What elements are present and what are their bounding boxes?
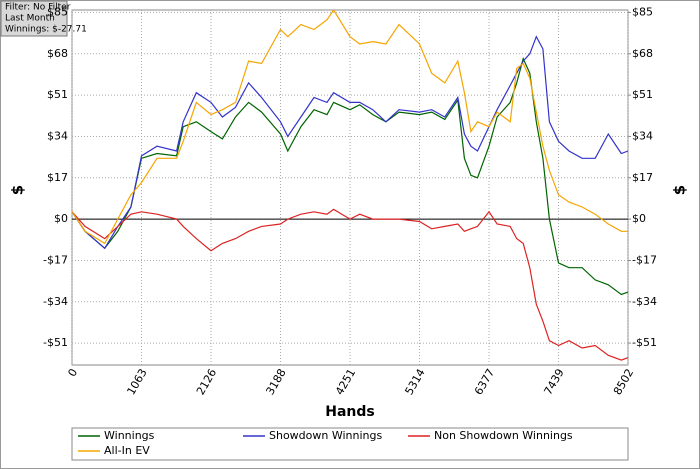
y-tick-label: $34: [47, 129, 68, 142]
y2-tick-label: $0: [632, 212, 646, 225]
y2-tick-label: $17: [632, 171, 653, 184]
y-tick-label: -$51: [43, 336, 68, 349]
y-tick-label: $17: [47, 171, 68, 184]
x-axis-title: Hands: [325, 404, 375, 420]
y2-tick-label: -$34: [632, 295, 657, 308]
y-axis-title: $: [9, 185, 27, 195]
legend-label: Non Showdown Winnings: [434, 429, 573, 442]
y2-tick-label: $51: [632, 88, 653, 101]
series-line: [71, 35, 629, 250]
legend: [71, 427, 629, 461]
y-tick-label: -$34: [43, 295, 68, 308]
legend-label: All-In EV: [104, 444, 150, 457]
y-tick-label: -$17: [43, 253, 68, 266]
y2-tick-label: -$51: [632, 336, 657, 349]
y2-axis-title: $: [671, 185, 689, 195]
legend-label: Showdown Winnings: [269, 429, 383, 442]
y2-tick-label: $68: [632, 47, 653, 60]
legend-label: Winnings: [104, 429, 155, 442]
series-line: [71, 208, 629, 361]
y-tick-label: $51: [47, 88, 68, 101]
info-line: Winnings: $-27.71: [5, 25, 87, 35]
info-box: [0, 0, 68, 37]
y2-tick-label: -$17: [632, 253, 657, 266]
series-line: [71, 8, 628, 245]
y-tick-label: $68: [47, 47, 68, 60]
y-tick-label: $85: [47, 5, 68, 18]
info-line: Last Month: [5, 14, 55, 24]
info-line: Filter: No Filter: [5, 3, 71, 13]
y2-tick-label: $34: [632, 129, 653, 142]
y-tick-label: $0: [54, 212, 68, 225]
y2-tick-label: $85: [632, 5, 653, 18]
